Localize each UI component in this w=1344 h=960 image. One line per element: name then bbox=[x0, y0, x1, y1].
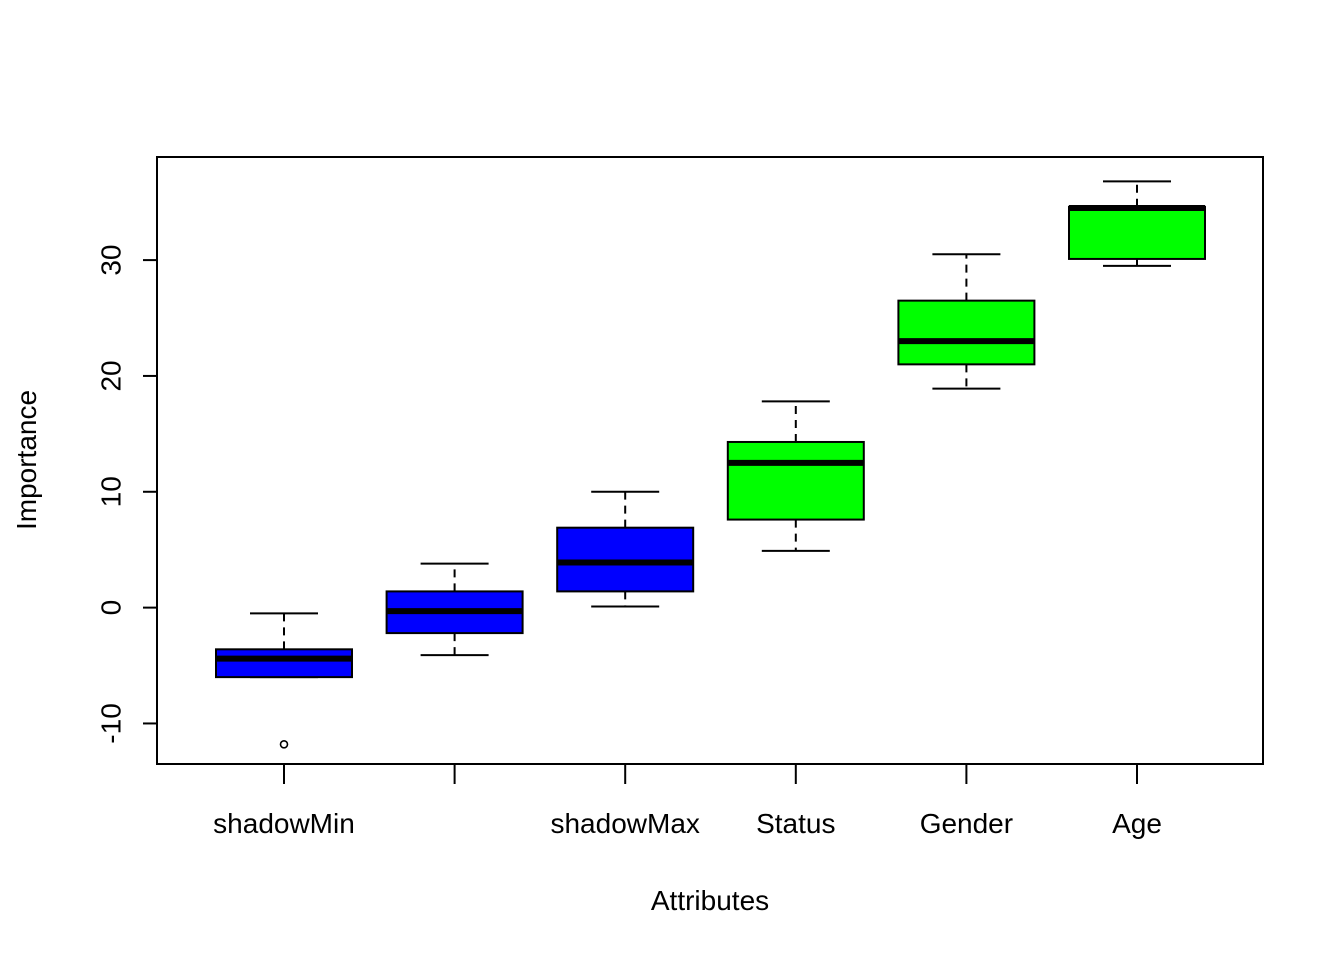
x-tick-label: shadowMax bbox=[550, 808, 699, 839]
box bbox=[215, 648, 353, 679]
box bbox=[1068, 205, 1206, 260]
boxes-group bbox=[215, 180, 1206, 749]
plot-frame bbox=[156, 156, 1264, 765]
box bbox=[726, 440, 865, 521]
x-axis: shadowMin shadowMax Status Gender Age bbox=[213, 764, 1162, 839]
y-tick-label: 10 bbox=[96, 476, 127, 507]
x-tick-label: Status bbox=[756, 808, 835, 839]
x-axis-label: Attributes bbox=[651, 885, 769, 916]
y-axis: -10 0 10 20 30 bbox=[96, 245, 157, 744]
y-tick-label: 30 bbox=[96, 245, 127, 276]
outlier-point bbox=[279, 740, 289, 749]
x-tick-label: Age bbox=[1112, 808, 1162, 839]
x-tick-label: Gender bbox=[920, 808, 1013, 839]
x-tick-label: shadowMin bbox=[213, 808, 355, 839]
y-axis-label: Importance bbox=[11, 390, 42, 530]
box bbox=[897, 299, 1036, 366]
y-tick-label: 20 bbox=[96, 360, 127, 391]
y-tick-label: 0 bbox=[96, 600, 127, 616]
y-tick-label: -10 bbox=[96, 703, 127, 743]
